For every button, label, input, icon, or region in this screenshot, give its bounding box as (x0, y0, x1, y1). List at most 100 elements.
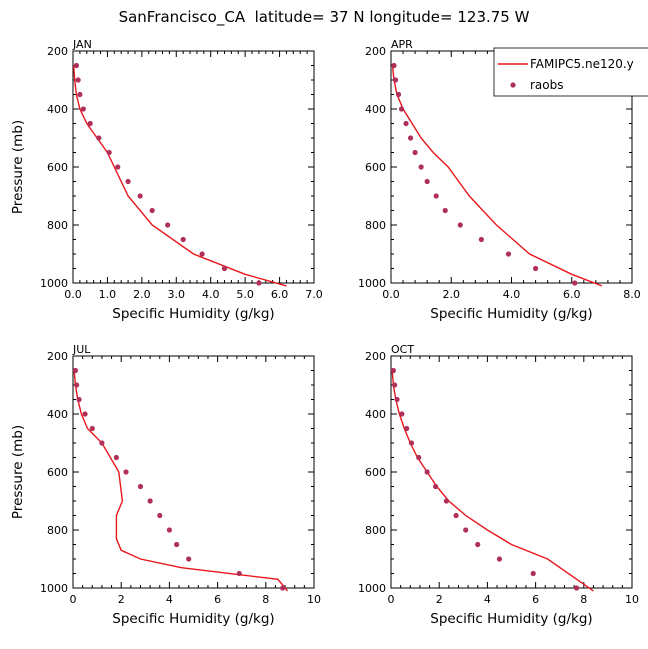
obs-point (433, 193, 439, 199)
x-tick-label: 0 (388, 593, 395, 606)
obs-point (457, 222, 463, 228)
model-line-apr (391, 65, 603, 287)
x-tick-label: 8 (262, 593, 269, 606)
x-tick-label: 2.0 (133, 288, 151, 301)
obs-point (76, 396, 82, 403)
x-tick-label: 10 (625, 593, 639, 606)
obs-point (113, 454, 119, 461)
obs-point (96, 135, 102, 141)
legend-model-label: FAMIPC5.ne120.y (530, 57, 634, 71)
panel-oct: 0 2 4 6 8 10 200 400 600 800 1000 OCT Specific Humid… (358, 343, 639, 627)
panel-label-apr: APR (391, 38, 413, 51)
y-tick-label: 200 (365, 350, 386, 363)
y-tick-label: 1000 (40, 277, 68, 290)
legend-obs-label: raobs (530, 78, 564, 92)
figure-title: SanFrancisco_CA latitude= 37 N longitude… (119, 8, 530, 27)
obs-point (505, 251, 512, 257)
x-tick-label: 2 (118, 593, 125, 606)
obs-point (407, 135, 414, 141)
x-tick-label: 4.0 (503, 288, 521, 301)
obs-point (398, 106, 405, 112)
obs-point (404, 425, 410, 432)
obs-point (115, 164, 121, 170)
obs-point (416, 454, 422, 461)
obs-point (125, 178, 131, 185)
obs-point (573, 585, 580, 591)
obs-point (180, 236, 186, 243)
legend-obs-swatch (510, 82, 516, 88)
y-axis-label-jan: Pressure (mb) (10, 120, 26, 214)
obs-point (80, 106, 86, 112)
panel-jan: 0.0 1.0 2.0 3.0 4.0 5.0 6.0 7.0 200 400 600 800 1000… (10, 38, 323, 322)
obs-point (77, 91, 83, 98)
x-tick-label: 8 (580, 593, 587, 606)
obs-point (533, 265, 539, 272)
x-tick-label: 7.0 (305, 288, 323, 301)
panel-label-oct: OCT (391, 343, 414, 356)
y-tick-label: 200 (47, 350, 68, 363)
obs-point (408, 440, 415, 446)
model-line-jan (73, 65, 287, 287)
obs-point (99, 440, 105, 446)
obs-point (174, 541, 180, 548)
obs-point (424, 469, 430, 475)
x-tick-label: 6 (214, 593, 221, 606)
obs-point (399, 411, 405, 417)
obs-point (149, 207, 155, 214)
x-tick-label: 3.0 (168, 288, 186, 301)
panel-label-jan: JAN (72, 38, 92, 51)
y-tick-label: 600 (365, 161, 386, 174)
y-tick-label: 200 (365, 45, 386, 58)
obs-point (418, 164, 424, 170)
panels: 0.0 1.0 2.0 3.0 4.0 5.0 6.0 7.02004006008001000… (10, 38, 648, 627)
panel-label-jul: JUL (72, 343, 91, 356)
x-tick-label: 5.0 (236, 288, 254, 301)
obs-point (72, 367, 79, 374)
y-tick-label: 800 (365, 219, 386, 232)
obs-point (432, 483, 439, 490)
obs-point (443, 498, 450, 504)
panel-jul: 0 2 4 6 8 10 200 400 600 800 1000 JUL Specific Humid… (10, 343, 321, 627)
obs-point (73, 62, 80, 69)
x-axis-label-jan: Specific Humidity (g/kg) (112, 306, 274, 322)
obs-point (236, 570, 242, 577)
obs-point (165, 222, 171, 228)
obs-point (166, 527, 172, 533)
y-tick-label: 600 (47, 161, 68, 174)
obs-point (157, 512, 163, 519)
x-tick-label: 6.0 (271, 288, 289, 301)
obs-point (89, 425, 95, 432)
legend: FAMIPC5.ne120.y raobs (493, 47, 648, 97)
y-tick-label: 800 (365, 524, 386, 537)
obs-point (280, 585, 286, 591)
obs-point (123, 469, 129, 475)
plot-frame-jan (72, 50, 315, 284)
obs-point (75, 77, 81, 83)
x-tick-label: 4 (484, 593, 491, 606)
y-tick-label: 600 (365, 466, 386, 479)
obs-point (221, 265, 228, 272)
obs-point (82, 411, 88, 417)
y-tick-label: 400 (365, 408, 386, 421)
obs-point (496, 556, 503, 562)
obs-point (453, 512, 459, 519)
x-tick-label: 0.0 (382, 288, 400, 301)
x-tick-label: 4 (166, 593, 173, 606)
obs-point (424, 178, 430, 185)
obs-point (137, 483, 144, 490)
obs-point (412, 149, 418, 156)
obs-point (87, 120, 93, 127)
plot-frame-jul (72, 355, 315, 589)
obs-point (395, 91, 402, 98)
y-axis-label-jul: Pressure (mb) (10, 425, 26, 519)
x-tick-label: 0 (70, 593, 77, 606)
y-tick-label: 400 (365, 103, 386, 116)
y-tick-label: 1000 (358, 582, 386, 595)
obs-point (442, 207, 448, 214)
obs-point (463, 527, 469, 533)
obs-point (147, 498, 153, 504)
obs-point (403, 120, 409, 127)
x-tick-label: 1.0 (99, 288, 117, 301)
obs-point (391, 62, 397, 69)
x-axis-label-jul: Specific Humidity (g/kg) (112, 611, 274, 627)
